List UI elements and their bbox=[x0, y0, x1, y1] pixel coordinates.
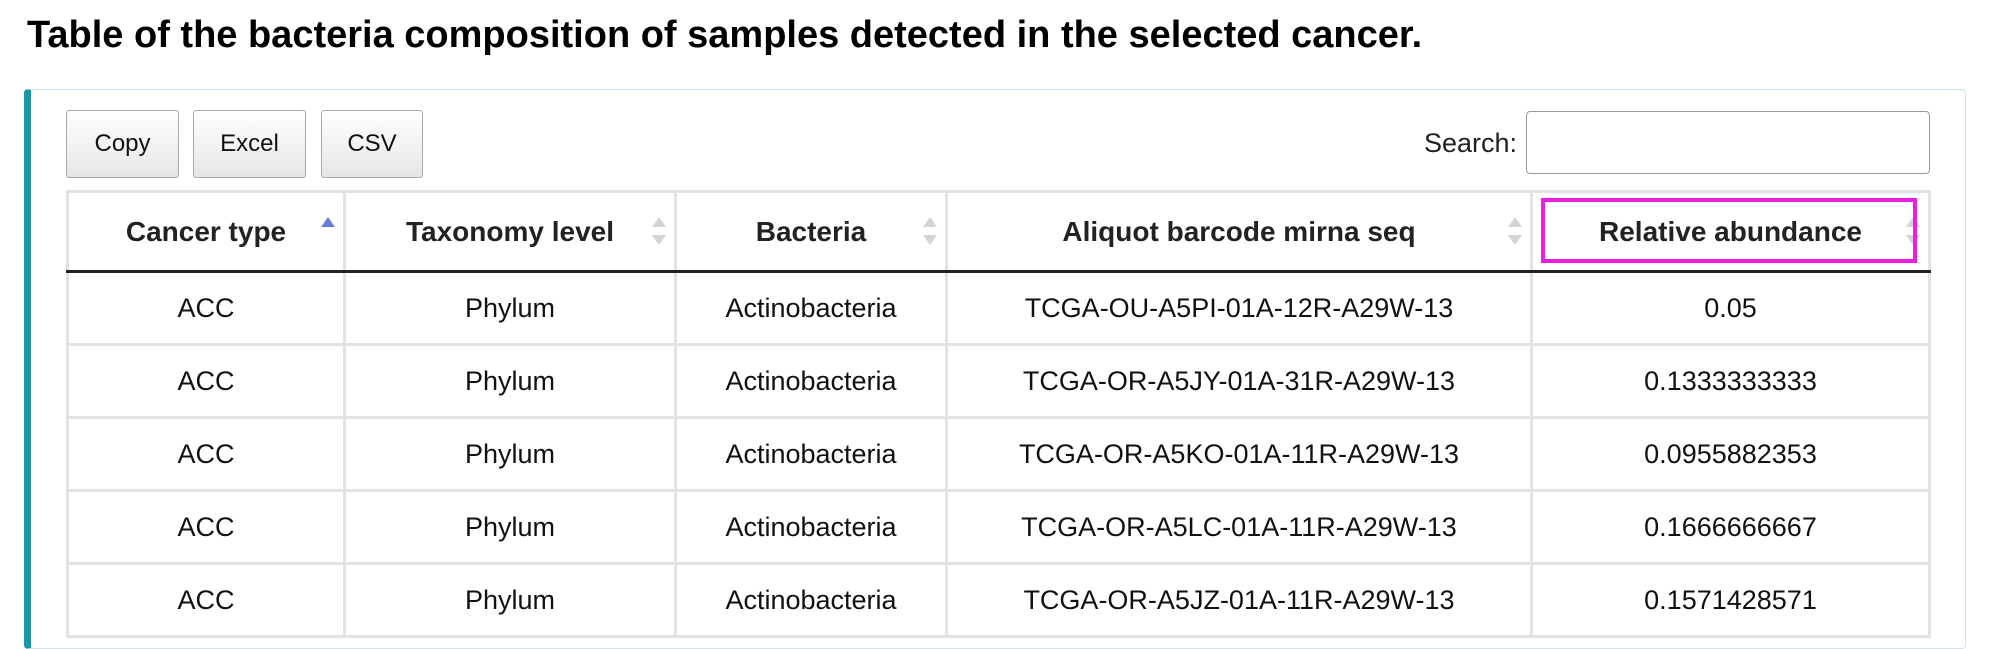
cell-cancer-type: ACC bbox=[66, 489, 346, 565]
cell-bacteria: Actinobacteria bbox=[674, 270, 948, 346]
cell-cancer-type: ACC bbox=[66, 270, 346, 346]
column-header-taxonomy-level[interactable]: Taxonomy level bbox=[343, 190, 677, 273]
excel-button[interactable]: Excel bbox=[193, 110, 306, 178]
cell-cancer-type: ACC bbox=[66, 562, 346, 638]
cell-taxonomy-level: Phylum bbox=[343, 416, 677, 492]
page-title: Table of the bacteria composition of sam… bbox=[27, 14, 1423, 56]
cell-taxonomy-level: Phylum bbox=[343, 489, 677, 565]
cell-aliquot-barcode: TCGA-OR-A5JZ-01A-11R-A29W-13 bbox=[945, 562, 1533, 638]
cell-taxonomy-level: Phylum bbox=[343, 562, 677, 638]
column-header-relative-abundance[interactable]: Relative abundance bbox=[1530, 190, 1931, 273]
cell-relative-abundance: 0.1571428571 bbox=[1530, 562, 1931, 638]
column-header-label: Taxonomy level bbox=[405, 215, 614, 247]
cell-bacteria: Actinobacteria bbox=[674, 489, 948, 565]
column-header-bacteria[interactable]: Bacteria bbox=[674, 190, 948, 273]
cell-cancer-type: ACC bbox=[66, 416, 346, 492]
table-row: ACC Phylum Actinobacteria TCGA-OU-A5PI-0… bbox=[66, 270, 1931, 346]
column-header-aliquot-barcode[interactable]: Aliquot barcode mirna seq bbox=[945, 190, 1533, 273]
table-row: ACC Phylum Actinobacteria TCGA-OR-A5JZ-0… bbox=[66, 562, 1931, 638]
cell-aliquot-barcode: TCGA-OR-A5JY-01A-31R-A29W-13 bbox=[945, 343, 1533, 419]
table-row: ACC Phylum Actinobacteria TCGA-OR-A5LC-0… bbox=[66, 489, 1931, 565]
cell-relative-abundance: 0.1666666667 bbox=[1530, 489, 1931, 565]
cell-relative-abundance: 0.05 bbox=[1530, 270, 1931, 346]
column-header-cancer-type[interactable]: Cancer type bbox=[66, 190, 346, 273]
cell-aliquot-barcode: TCGA-OR-A5KO-01A-11R-A29W-13 bbox=[945, 416, 1533, 492]
cell-bacteria: Actinobacteria bbox=[674, 416, 948, 492]
table-header-row: Cancer type Taxonomy level Bacteria Aliq… bbox=[66, 190, 1931, 273]
sort-both-icon bbox=[652, 217, 666, 245]
search-input[interactable] bbox=[1526, 111, 1930, 174]
cell-bacteria: Actinobacteria bbox=[674, 343, 948, 419]
cell-taxonomy-level: Phylum bbox=[343, 343, 677, 419]
search-label: Search: bbox=[1424, 128, 1518, 158]
sort-both-icon bbox=[923, 217, 937, 245]
column-header-label: Aliquot barcode mirna seq bbox=[1062, 215, 1416, 247]
sort-both-icon bbox=[1906, 217, 1920, 245]
cell-relative-abundance: 0.0955882353 bbox=[1530, 416, 1931, 492]
table-row: ACC Phylum Actinobacteria TCGA-OR-A5JY-0… bbox=[66, 343, 1931, 419]
sort-ascending-icon bbox=[321, 217, 335, 245]
table-row: ACC Phylum Actinobacteria TCGA-OR-A5KO-0… bbox=[66, 416, 1931, 492]
column-header-label: Cancer type bbox=[125, 215, 287, 247]
column-header-label: Bacteria bbox=[755, 215, 867, 247]
cell-cancer-type: ACC bbox=[66, 343, 346, 419]
copy-button[interactable]: Copy bbox=[66, 110, 179, 178]
cell-aliquot-barcode: TCGA-OU-A5PI-01A-12R-A29W-13 bbox=[945, 270, 1533, 346]
cell-taxonomy-level: Phylum bbox=[343, 270, 677, 346]
data-table: Cancer type Taxonomy level Bacteria Aliq… bbox=[66, 190, 1931, 638]
column-header-label: Relative abundance bbox=[1599, 215, 1862, 247]
sort-both-icon bbox=[1508, 217, 1522, 245]
csv-button[interactable]: CSV bbox=[321, 110, 423, 178]
cell-aliquot-barcode: TCGA-OR-A5LC-01A-11R-A29W-13 bbox=[945, 489, 1533, 565]
cell-relative-abundance: 0.1333333333 bbox=[1530, 343, 1931, 419]
cell-bacteria: Actinobacteria bbox=[674, 562, 948, 638]
